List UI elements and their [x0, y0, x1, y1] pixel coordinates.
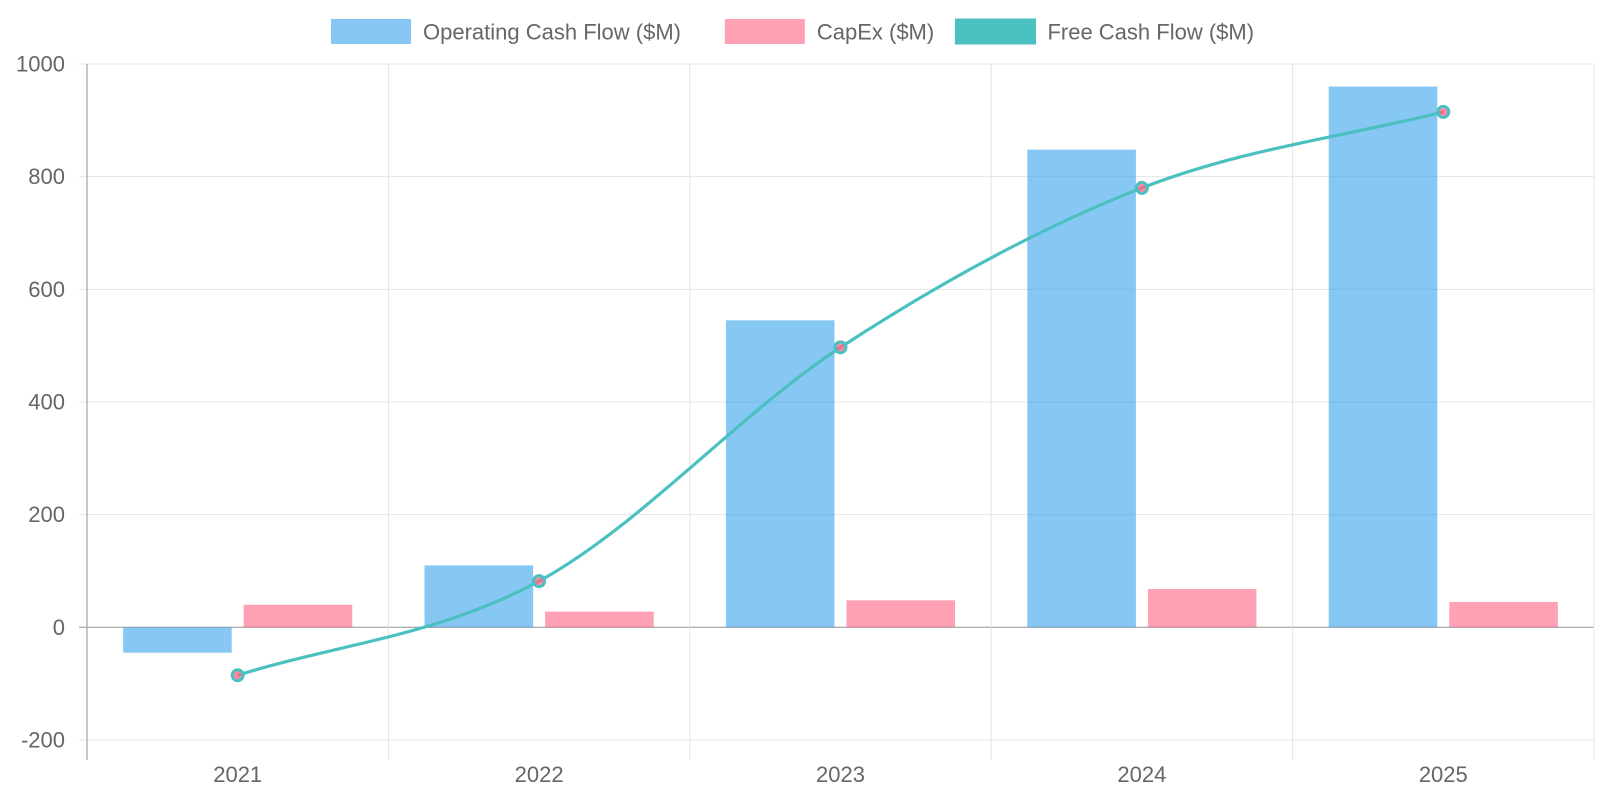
legend-label: CapEx ($M) — [817, 20, 934, 45]
bar-operating — [123, 627, 232, 653]
x-tick-label: 2022 — [515, 762, 564, 787]
line-layer — [230, 104, 1451, 683]
x-tick-label: 2024 — [1117, 762, 1166, 787]
axis-layer: -200 0 200 400 600 800 1000 2021 2022 2023 2024 202… — [16, 52, 1468, 788]
fcf-series-line — [237, 110, 1444, 677]
legend-layer: Operating Cash Flow ($M) CapEx ($M) Free C… — [331, 18, 1254, 45]
fcf-point — [1134, 180, 1149, 195]
fcf-point — [833, 340, 848, 355]
y-tick-label: -200 — [21, 728, 65, 753]
bar-capex — [846, 600, 956, 628]
y-tick-label: 400 — [28, 390, 65, 415]
bar-operating — [1027, 149, 1136, 628]
fcf-point — [230, 668, 245, 683]
legend-swatch — [954, 18, 1036, 45]
x-tick-label: 2021 — [213, 762, 262, 787]
bar-capex — [243, 604, 353, 628]
bar-capex — [1147, 589, 1257, 628]
fcf-point — [532, 574, 547, 589]
fcf-point — [1436, 104, 1451, 119]
x-tick-label: 2023 — [816, 762, 865, 787]
y-tick-label: 600 — [28, 277, 65, 302]
legend-swatch — [331, 19, 412, 44]
bar-layer — [123, 86, 1558, 653]
bar-operating — [725, 320, 835, 628]
y-tick-label: 0 — [53, 615, 65, 640]
bar-operating — [424, 565, 534, 628]
legend-label: Free Cash Flow ($M) — [1047, 20, 1254, 45]
y-tick-label: 1000 — [16, 52, 65, 77]
bar-capex — [545, 611, 654, 628]
legend-label: Operating Cash Flow ($M) — [423, 20, 681, 45]
y-tick-label: 800 — [28, 164, 65, 189]
x-tick-label: 2025 — [1419, 762, 1468, 787]
y-tick-label: 200 — [28, 502, 65, 527]
bar-operating — [1328, 86, 1438, 628]
legend-swatch — [724, 19, 805, 44]
bar-capex — [1449, 601, 1558, 628]
